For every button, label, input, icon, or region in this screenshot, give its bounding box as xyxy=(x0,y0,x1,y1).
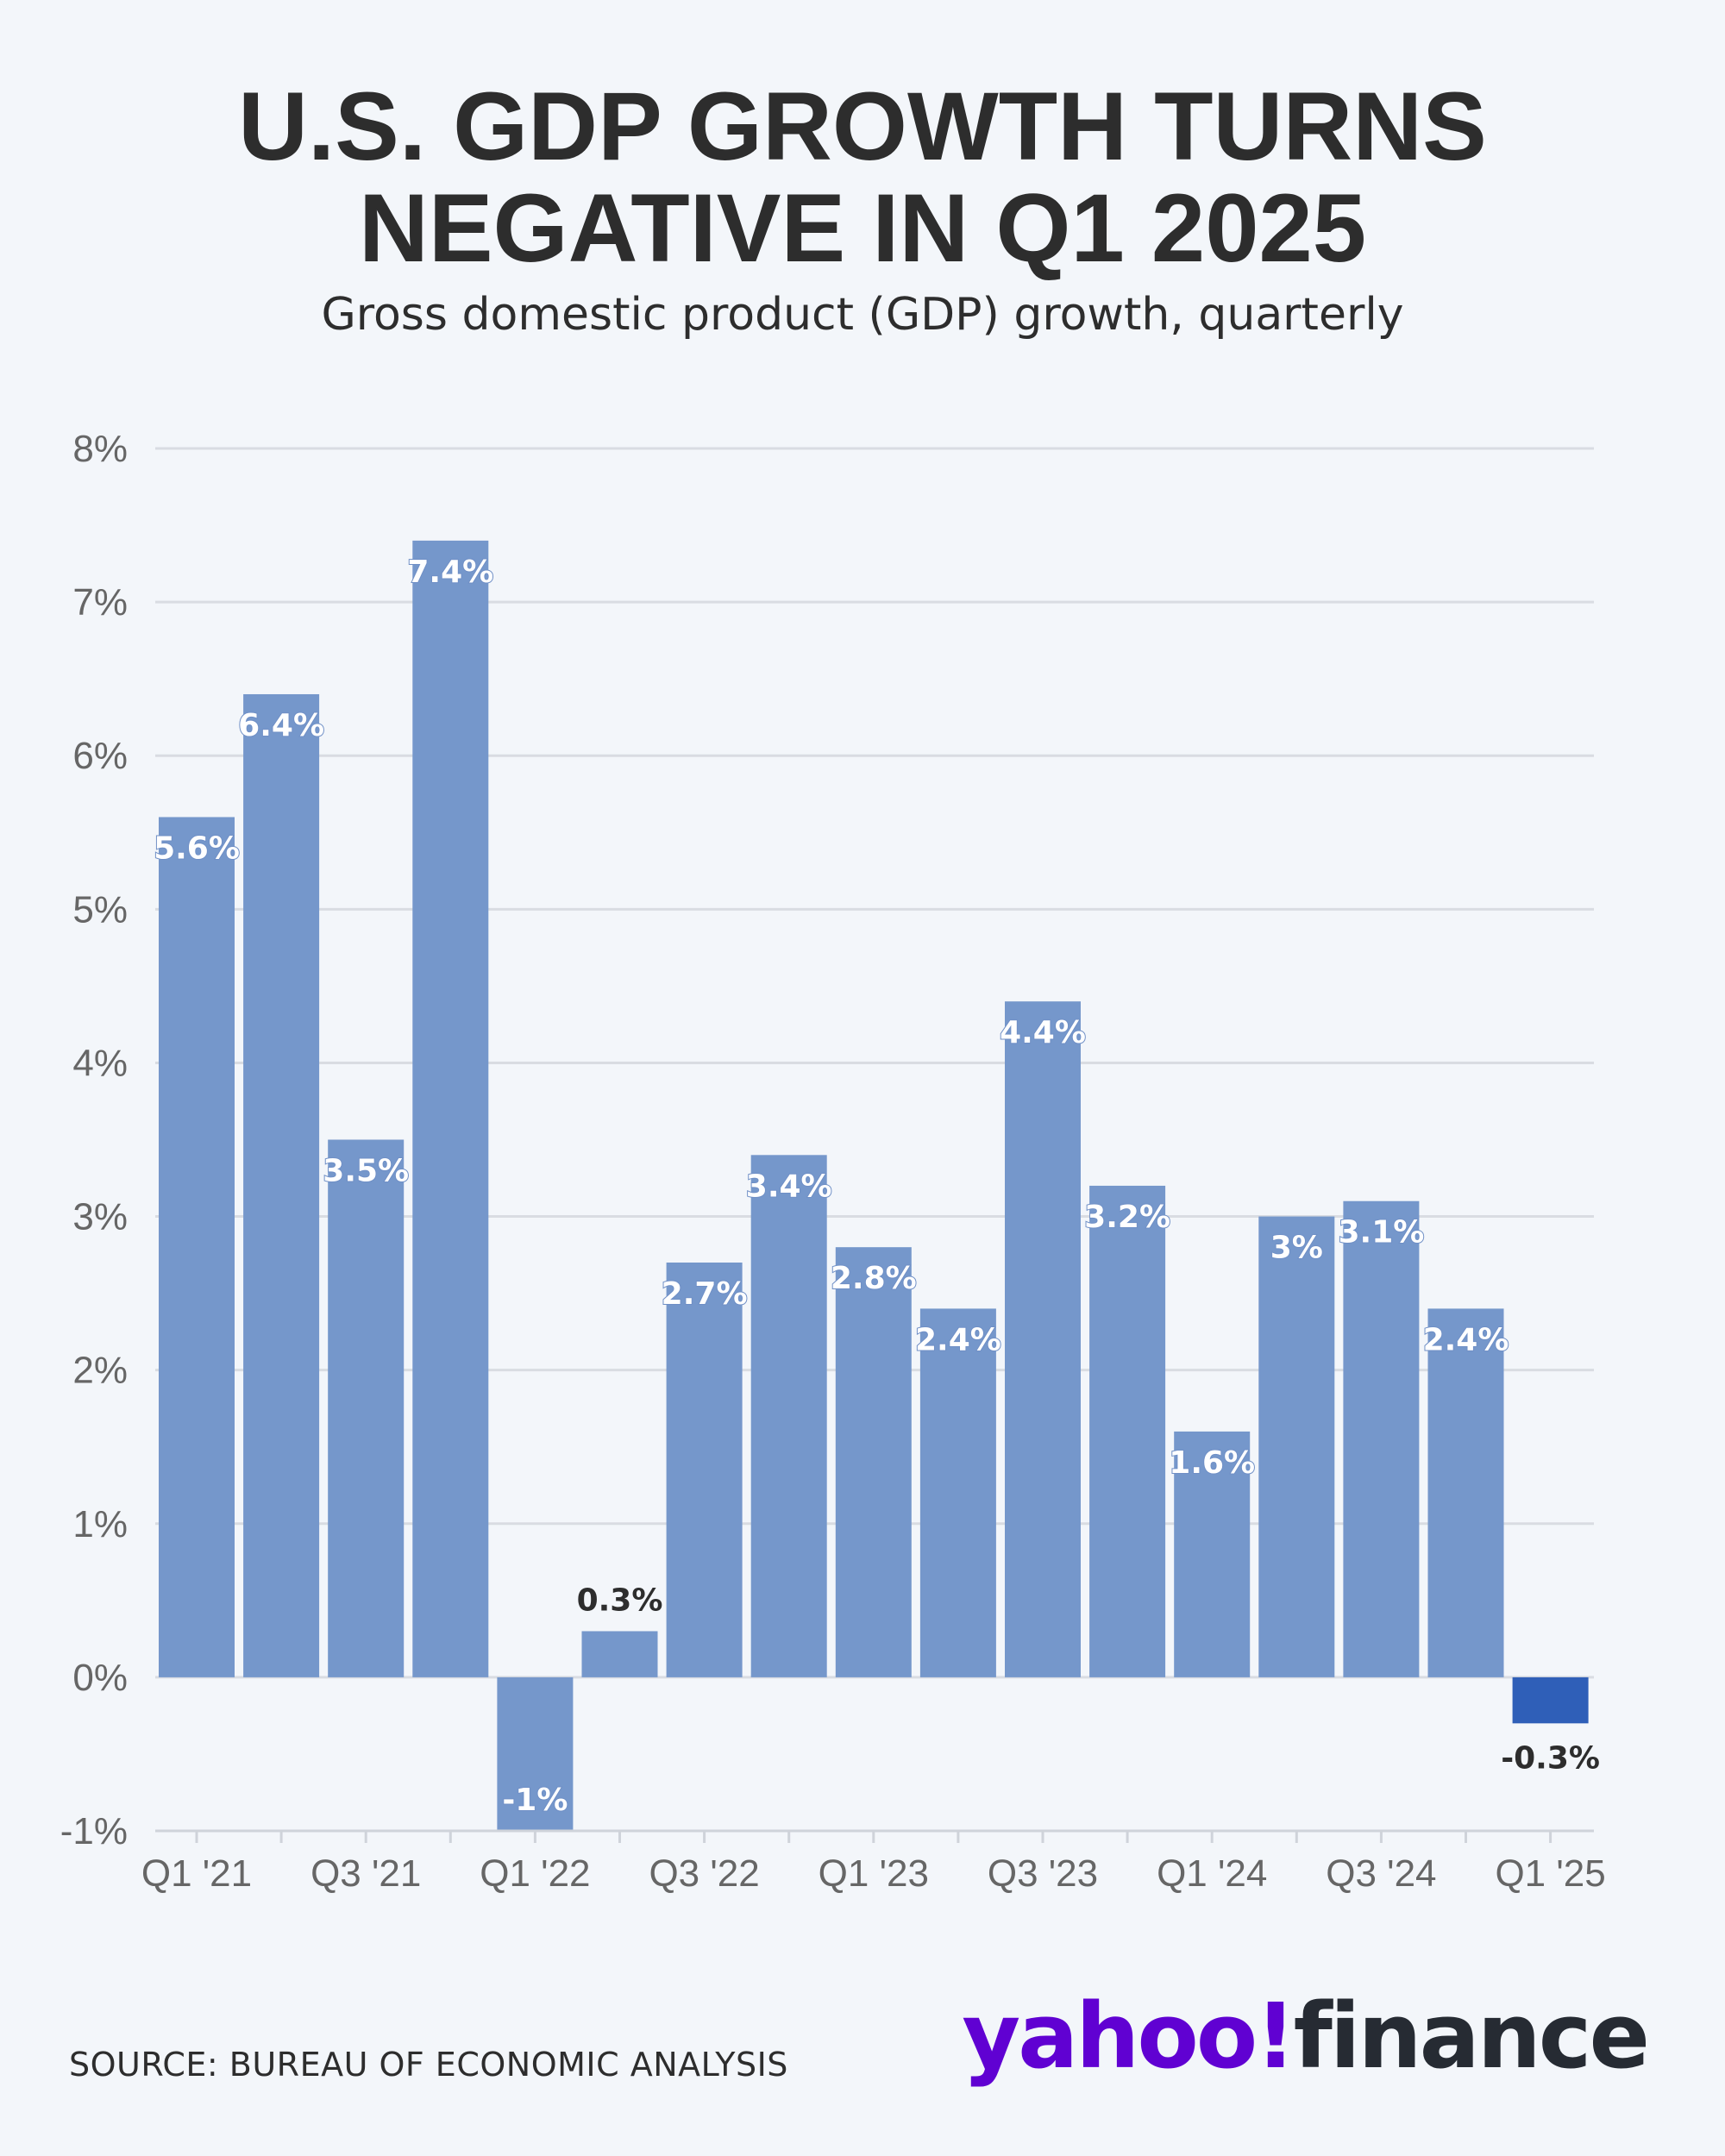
x-tick-label: Q3 '23 xyxy=(988,1852,1098,1895)
bar-value-label: 7.4% xyxy=(407,555,493,590)
bar xyxy=(750,1155,827,1677)
bar-value-label: 3% xyxy=(1270,1231,1323,1266)
y-tick-label: 1% xyxy=(72,1503,128,1545)
bar-value-label: 6.4% xyxy=(238,708,324,743)
bar xyxy=(1427,1308,1504,1677)
y-tick-label: 3% xyxy=(72,1196,128,1238)
y-tick-label: 8% xyxy=(72,428,128,470)
x-tick-label: Q1 '21 xyxy=(141,1852,252,1895)
bar-value-label: -0.3% xyxy=(1501,1740,1600,1776)
bar xyxy=(1005,1001,1081,1677)
bar-value-label: 3.5% xyxy=(323,1154,409,1189)
x-tick-label: Q1 '22 xyxy=(480,1852,590,1895)
x-tick-label: Q1 '23 xyxy=(819,1852,929,1895)
y-tick-label: -1% xyxy=(60,1810,128,1852)
bar-value-label: 3.2% xyxy=(1084,1200,1170,1235)
logo-finance-text: finance xyxy=(1293,1984,1650,2089)
bar xyxy=(1258,1216,1335,1677)
bar-value-labels: 5.6% 6.4% 3.5% 7.4% -1% 0.3% 2.7% 3.4% 2.8% 2.4% 4… xyxy=(153,554,1600,1819)
bar xyxy=(1512,1677,1589,1724)
bar-value-label: 2.7% xyxy=(662,1276,748,1312)
bar xyxy=(919,1308,996,1677)
bar-value-label: 2.8% xyxy=(831,1261,917,1296)
bar-value-label: 3.4% xyxy=(746,1169,832,1204)
x-tick-label: Q1 '24 xyxy=(1157,1852,1267,1895)
x-axis xyxy=(155,1829,1594,1843)
bar-value-label: 5.6% xyxy=(154,830,240,866)
yahoo-finance-logo: yahoo!finance xyxy=(962,1984,1650,2089)
y-tick-label: 0% xyxy=(72,1657,128,1699)
chart-title-line-2: NEGATIVE IN Q1 2025 xyxy=(358,174,1367,282)
logo-yahoo-text: yahoo! xyxy=(962,1984,1295,2089)
bar xyxy=(1174,1431,1251,1677)
bar xyxy=(835,1247,912,1677)
bar xyxy=(666,1262,743,1677)
bar-value-label: 2.4% xyxy=(1423,1322,1509,1357)
bar-value-label: 3.1% xyxy=(1338,1215,1424,1250)
bar xyxy=(581,1631,658,1677)
bar xyxy=(1089,1185,1166,1677)
x-tick-label: Q3 '24 xyxy=(1326,1852,1436,1895)
bar-value-label: 2.4% xyxy=(915,1322,1001,1357)
bar xyxy=(243,693,320,1677)
y-tick-label: 2% xyxy=(72,1350,128,1392)
x-axis-tick-labels: Q1 '21 Q3 '21 Q1 '22 Q3 '22 Q1 '23 Q3 '23 Q1 '… xyxy=(141,1852,1606,1895)
x-tick-label: Q3 '21 xyxy=(310,1852,421,1895)
bar xyxy=(1343,1200,1420,1677)
bar xyxy=(497,1677,574,1831)
bar xyxy=(159,817,235,1677)
y-tick-label: 5% xyxy=(72,888,128,931)
gdp-bar-chart: -1% 0% 1% 2% 3% 4% 5% 6% 7% 8% 5.6% 6.4% 3.5% 7.4% -1… xyxy=(60,428,1606,1895)
bar-value-label: 0.3% xyxy=(577,1583,663,1618)
y-axis-tick-labels: -1% 0% 1% 2% 3% 4% 5% 6% 7% 8% xyxy=(60,428,128,1852)
bar-value-label: -1% xyxy=(502,1783,568,1818)
x-tick-label: Q1 '25 xyxy=(1495,1852,1605,1895)
source-note: SOURCE: BUREAU OF ECONOMIC ANALYSIS xyxy=(69,2046,788,2084)
y-tick-label: 7% xyxy=(72,581,128,624)
bar xyxy=(412,540,489,1677)
chart-title: U.S. GDP GROWTH TURNS NEGATIVE IN Q1 202… xyxy=(0,76,1725,279)
bar-value-label: 1.6% xyxy=(1169,1445,1255,1481)
bars xyxy=(159,540,1589,1831)
chart-title-line-1: U.S. GDP GROWTH TURNS xyxy=(238,72,1487,180)
bar xyxy=(328,1139,405,1677)
y-tick-label: 4% xyxy=(72,1042,128,1084)
chart-subtitle: Gross domestic product (GDP) growth, qua… xyxy=(321,289,1404,341)
x-tick-label: Q3 '22 xyxy=(649,1852,759,1895)
y-tick-label: 6% xyxy=(72,735,128,777)
bar-value-label: 4.4% xyxy=(1000,1015,1086,1050)
